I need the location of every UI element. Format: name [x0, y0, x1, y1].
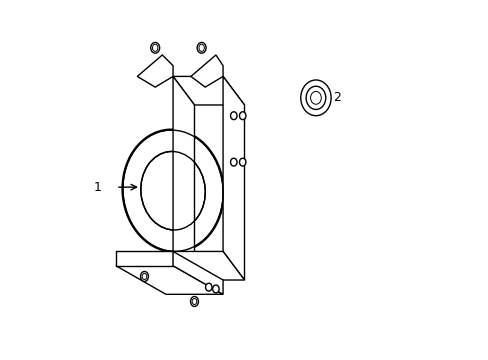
Ellipse shape — [230, 158, 237, 166]
Polygon shape — [173, 251, 223, 294]
Ellipse shape — [140, 271, 148, 282]
Polygon shape — [116, 251, 173, 266]
Text: 1: 1 — [94, 181, 102, 194]
Polygon shape — [173, 251, 244, 280]
Ellipse shape — [197, 42, 205, 53]
Ellipse shape — [205, 283, 212, 291]
Ellipse shape — [190, 296, 198, 306]
Polygon shape — [137, 55, 173, 87]
Polygon shape — [190, 55, 223, 87]
Ellipse shape — [150, 42, 160, 53]
Ellipse shape — [122, 129, 224, 252]
Polygon shape — [223, 76, 244, 280]
Polygon shape — [116, 266, 223, 294]
Ellipse shape — [305, 86, 325, 109]
Polygon shape — [173, 76, 244, 105]
Ellipse shape — [212, 285, 219, 293]
Ellipse shape — [239, 158, 245, 166]
Ellipse shape — [239, 112, 245, 120]
Text: 2: 2 — [333, 91, 341, 104]
Ellipse shape — [230, 112, 237, 120]
Ellipse shape — [300, 80, 330, 116]
Polygon shape — [173, 76, 194, 280]
